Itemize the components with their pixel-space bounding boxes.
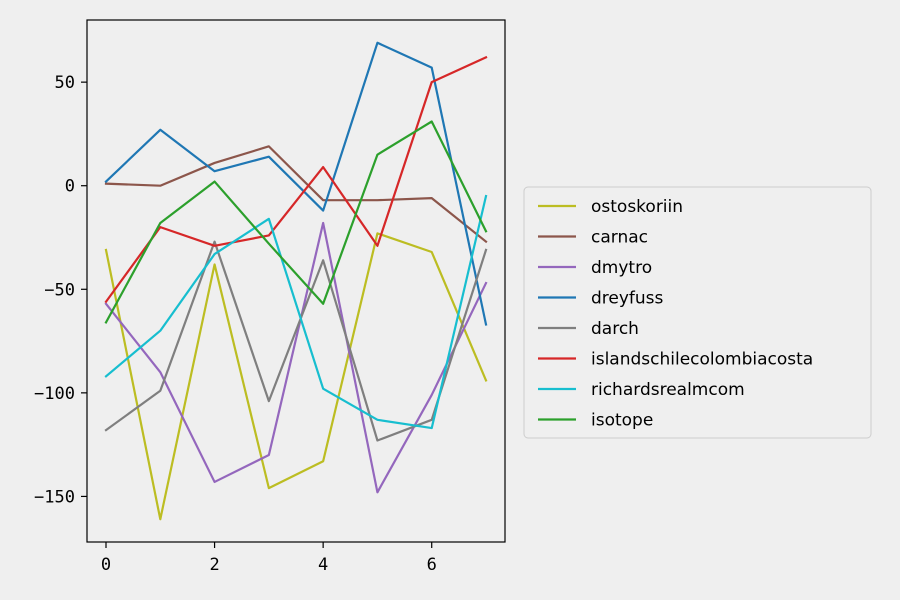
series-line-dmytro [104, 221, 488, 494]
legend-label-islandschilecolombiacosta: islandschilecolombiacosta [591, 350, 813, 370]
series-line-richardsrealmcom [104, 194, 488, 430]
legend-label-darch: darch [591, 319, 639, 339]
y-tick-label: −50 [44, 280, 75, 300]
legend-label-richardsrealmcom: richardsrealmcom [591, 380, 745, 400]
series-line-ostoskoriin [104, 232, 488, 521]
x-tick-label: 4 [318, 555, 328, 575]
y-tick-label: 50 [55, 73, 75, 93]
series-line-carnac [104, 145, 488, 244]
plot-area [87, 20, 505, 542]
legend: ostoskoriin carnac dmytro dreyfuss darch isla… [523, 186, 872, 439]
legend-label-ostoskoriin: ostoskoriin [591, 197, 683, 217]
legend-box [523, 186, 872, 439]
x-axis: 0 2 4 6 [101, 542, 437, 575]
y-axis: 50 0 −50 −100 −150 [34, 73, 87, 507]
y-tick-label: 0 [65, 177, 75, 197]
series-line-dreyfuss [104, 41, 488, 326]
legend-label-dreyfuss: dreyfuss [591, 289, 664, 309]
legend-label-isotope: isotope [591, 411, 653, 431]
x-tick-label: 2 [209, 555, 219, 575]
legend-label-dmytro: dmytro [591, 258, 652, 278]
x-tick-label: 6 [427, 555, 437, 575]
series-line-isotope [104, 120, 488, 324]
plot-frame [86, 19, 506, 543]
series-group [104, 41, 488, 521]
y-tick-label: −100 [34, 384, 75, 404]
series-line-islandschilecolombiacosta [104, 55, 488, 304]
legend-label-carnac: carnac [591, 228, 648, 248]
y-tick-label: −150 [34, 487, 75, 507]
plot-background [87, 20, 505, 542]
series-line-darch [104, 240, 488, 442]
x-tick-label: 0 [101, 555, 111, 575]
